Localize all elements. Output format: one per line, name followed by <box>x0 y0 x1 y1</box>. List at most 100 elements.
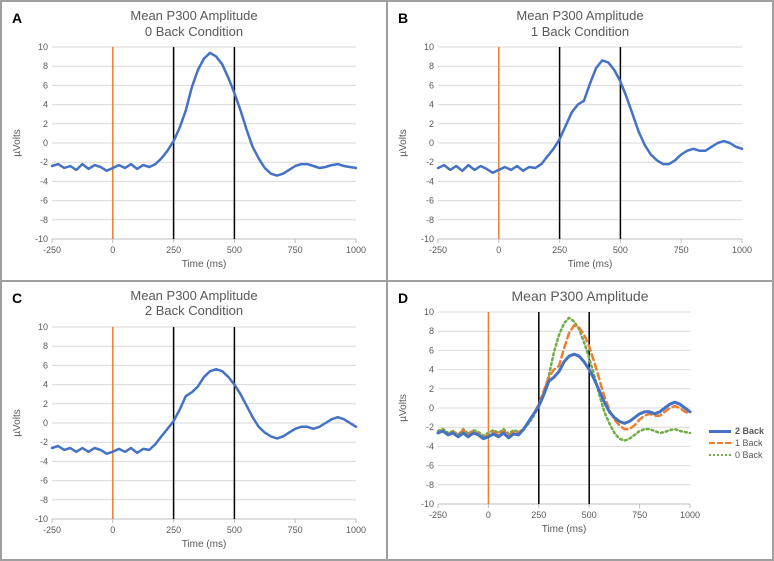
panel-a: A Mean P300 Amplitude 0 Back Condition -… <box>1 1 387 281</box>
svg-text:6: 6 <box>429 346 434 356</box>
panel-c-title2: 2 Back Condition <box>8 303 380 319</box>
series-line <box>438 354 690 439</box>
panel-label-a: A <box>12 10 22 26</box>
svg-text:-250: -250 <box>43 525 61 535</box>
panel-d-plot: -10-8-6-4-20246810-25002505007501000Time… <box>394 306 766 536</box>
svg-text:2: 2 <box>429 119 434 129</box>
svg-text:-250: -250 <box>429 510 447 520</box>
panel-a-title1: Mean P300 Amplitude <box>8 8 380 24</box>
panel-c-plot: -10-8-6-4-20246810-25002505007501000Time… <box>8 321 380 551</box>
panel-label-c: C <box>12 290 22 306</box>
series-line <box>438 61 742 173</box>
svg-text:4: 4 <box>429 365 434 375</box>
svg-text:-8: -8 <box>40 215 48 225</box>
svg-text:0: 0 <box>43 418 48 428</box>
svg-text:500: 500 <box>613 245 628 255</box>
svg-text:500: 500 <box>227 525 242 535</box>
svg-text:1000: 1000 <box>346 245 366 255</box>
panel-label-d: D <box>398 290 408 306</box>
panel-d: D Mean P300 Amplitude -10-8-6-4-20246810… <box>387 281 773 561</box>
panel-d-title: Mean P300 Amplitude <box>394 288 766 305</box>
svg-text:-4: -4 <box>426 177 434 187</box>
svg-text:-10: -10 <box>421 499 434 509</box>
svg-text:-250: -250 <box>43 245 61 255</box>
legend-label: 0 Back <box>735 450 763 460</box>
panel-a-title: Mean P300 Amplitude 0 Back Condition <box>8 8 380 39</box>
x-axis-label: Time (ms) <box>542 524 587 535</box>
legend-swatch <box>709 454 731 456</box>
chart-svg: -10-8-6-4-20246810-25002505007501000Time… <box>8 321 368 551</box>
panel-a-plot: -10-8-6-4-20246810-25002505007501000Time… <box>8 41 380 271</box>
svg-text:4: 4 <box>43 379 48 389</box>
svg-text:750: 750 <box>674 245 689 255</box>
svg-text:-2: -2 <box>426 157 434 167</box>
svg-text:-250: -250 <box>429 245 447 255</box>
svg-text:750: 750 <box>632 510 647 520</box>
svg-text:1000: 1000 <box>346 525 366 535</box>
svg-text:-10: -10 <box>35 514 48 524</box>
svg-text:0: 0 <box>429 403 434 413</box>
svg-text:10: 10 <box>38 322 48 332</box>
panel-c-title1: Mean P300 Amplitude <box>8 288 380 304</box>
svg-text:0: 0 <box>110 525 115 535</box>
svg-text:250: 250 <box>166 525 181 535</box>
chart-svg: -10-8-6-4-20246810-25002505007501000Time… <box>8 41 368 271</box>
svg-text:-6: -6 <box>426 461 434 471</box>
legend: 2 Back 1 Back 0 Back <box>709 426 764 462</box>
svg-text:-2: -2 <box>40 437 48 447</box>
series-line <box>52 53 356 176</box>
svg-text:1000: 1000 <box>680 510 700 520</box>
panel-b-title1: Mean P300 Amplitude <box>394 8 766 24</box>
svg-text:-4: -4 <box>40 456 48 466</box>
svg-text:500: 500 <box>582 510 597 520</box>
series-line <box>438 326 690 438</box>
svg-text:2: 2 <box>43 119 48 129</box>
svg-text:8: 8 <box>429 326 434 336</box>
svg-text:-2: -2 <box>40 157 48 167</box>
svg-text:750: 750 <box>288 245 303 255</box>
chart-svg: -10-8-6-4-20246810-25002505007501000Time… <box>394 41 754 271</box>
svg-text:10: 10 <box>424 307 434 317</box>
svg-text:6: 6 <box>43 360 48 370</box>
svg-text:0: 0 <box>496 245 501 255</box>
svg-text:10: 10 <box>38 42 48 52</box>
svg-text:2: 2 <box>429 384 434 394</box>
svg-text:-4: -4 <box>40 177 48 187</box>
series-line <box>52 369 356 454</box>
svg-text:0: 0 <box>486 510 491 520</box>
svg-text:0: 0 <box>110 245 115 255</box>
figure-grid: A Mean P300 Amplitude 0 Back Condition -… <box>0 0 774 561</box>
svg-text:250: 250 <box>552 245 567 255</box>
svg-text:-4: -4 <box>426 442 434 452</box>
x-axis-label: Time (ms) <box>182 539 227 550</box>
y-axis-label: µVolts <box>12 409 23 436</box>
y-axis-label: µVolts <box>12 129 23 156</box>
panel-a-title2: 0 Back Condition <box>8 24 380 40</box>
legend-item: 0 Back <box>709 450 764 460</box>
svg-text:750: 750 <box>288 525 303 535</box>
svg-text:-10: -10 <box>35 234 48 244</box>
svg-text:8: 8 <box>429 61 434 71</box>
svg-text:-10: -10 <box>421 234 434 244</box>
svg-text:8: 8 <box>43 341 48 351</box>
series-line <box>438 318 690 441</box>
svg-text:250: 250 <box>531 510 546 520</box>
svg-text:-6: -6 <box>40 196 48 206</box>
y-axis-label: µVolts <box>398 395 409 422</box>
x-axis-label: Time (ms) <box>568 259 613 270</box>
svg-text:0: 0 <box>43 138 48 148</box>
y-axis-label: µVolts <box>398 129 409 156</box>
svg-text:250: 250 <box>166 245 181 255</box>
panel-c: C Mean P300 Amplitude 2 Back Condition -… <box>1 281 387 561</box>
panel-b-plot: -10-8-6-4-20246810-25002505007501000Time… <box>394 41 766 271</box>
svg-text:6: 6 <box>43 81 48 91</box>
legend-swatch <box>709 430 731 433</box>
legend-label: 1 Back <box>735 438 763 448</box>
svg-text:-6: -6 <box>426 196 434 206</box>
svg-text:4: 4 <box>429 100 434 110</box>
svg-text:-8: -8 <box>426 480 434 490</box>
legend-item: 2 Back <box>709 426 764 436</box>
legend-item: 1 Back <box>709 438 764 448</box>
panel-b-title2: 1 Back Condition <box>394 24 766 40</box>
svg-text:6: 6 <box>429 81 434 91</box>
